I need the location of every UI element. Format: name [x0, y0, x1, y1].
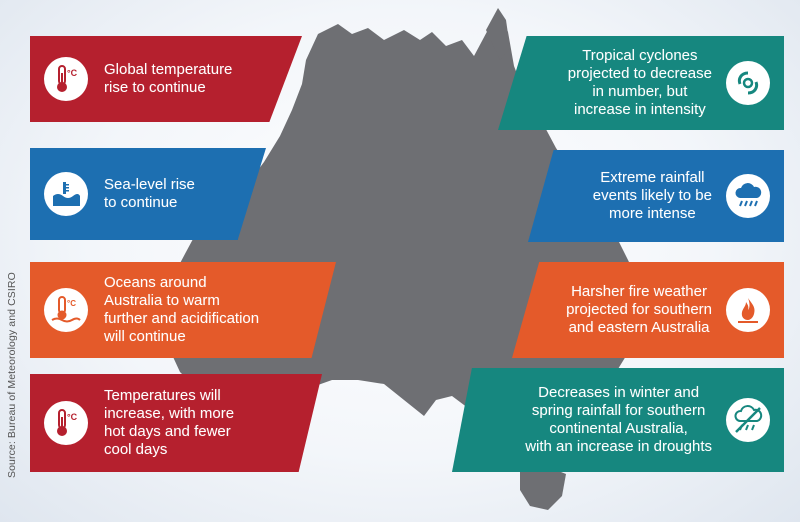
panel-text: Extreme rainfall events likely to be mor… [592, 169, 712, 222]
panel-text: Sea-level rise to continue [104, 176, 195, 211]
thermometer-celsius-icon: °C [44, 57, 88, 101]
cyclone-icon [726, 61, 770, 105]
rain-cloud-icon [726, 174, 770, 218]
sea-level-icon [44, 172, 88, 216]
panel-global-temperature: °C Global temperature rise to continue [30, 36, 302, 122]
panel-text: Decreases in winter and spring rainfall … [525, 384, 712, 455]
svg-text:°C: °C [67, 299, 76, 308]
panel-tropical-cyclones: Tropical cyclones projected to decrease … [498, 36, 784, 130]
panel-fire-weather: Harsher fire weather projected for south… [512, 262, 784, 358]
svg-text:°C: °C [67, 68, 78, 78]
panel-text: Temperatures will increase, with more ho… [104, 387, 235, 458]
svg-text:°C: °C [67, 412, 78, 422]
source-credit: Source: Bureau of Meteorology and CSIRO [6, 272, 18, 478]
ocean-thermometer-icon: °C [44, 288, 88, 332]
no-rain-icon [726, 398, 770, 442]
panel-text: Oceans around Australia to warm further … [104, 274, 260, 345]
panel-sea-level: Sea-level rise to continue [30, 148, 266, 240]
panel-temperatures: °C Temperatures will increase, with more… [30, 374, 322, 472]
panel-winter-spring-rainfall: Decreases in winter and spring rainfall … [452, 368, 784, 472]
panel-text: Global temperature rise to continue [104, 61, 233, 96]
fire-icon [726, 288, 770, 332]
tasmania-outline [520, 466, 566, 510]
panel-extreme-rainfall: Extreme rainfall events likely to be mor… [528, 150, 784, 242]
cape-york [486, 8, 510, 60]
panel-oceans: °C Oceans around Australia to warm furth… [30, 262, 336, 358]
thermometer-celsius-icon: °C [44, 401, 88, 445]
panel-text: Tropical cyclones projected to decrease … [567, 47, 712, 118]
panel-text: Harsher fire weather projected for south… [566, 283, 712, 336]
